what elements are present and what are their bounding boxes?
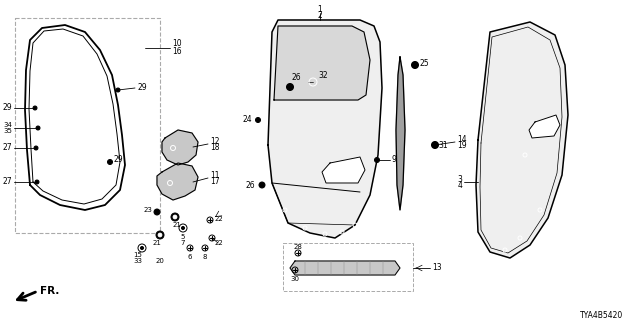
Text: 29: 29 (114, 156, 124, 164)
Text: 8: 8 (203, 254, 207, 260)
Polygon shape (322, 157, 365, 183)
Text: 7: 7 (180, 240, 185, 246)
Text: 22: 22 (215, 216, 224, 222)
Text: 22: 22 (215, 240, 224, 246)
Text: 6: 6 (188, 254, 192, 260)
Text: 26: 26 (245, 180, 255, 189)
Text: 20: 20 (156, 258, 165, 264)
Polygon shape (157, 163, 198, 200)
Text: 19: 19 (457, 140, 467, 149)
Circle shape (141, 246, 143, 250)
Polygon shape (290, 261, 400, 275)
Text: 34: 34 (3, 122, 12, 128)
Circle shape (287, 84, 294, 91)
Text: 23: 23 (143, 207, 152, 213)
Text: 3: 3 (457, 174, 462, 183)
Circle shape (173, 215, 177, 219)
Text: 27: 27 (3, 178, 12, 187)
Polygon shape (396, 57, 405, 210)
Text: 28: 28 (294, 244, 303, 250)
Text: 17: 17 (210, 177, 220, 186)
Circle shape (154, 209, 160, 215)
Text: 35: 35 (3, 128, 12, 134)
Text: 2: 2 (317, 12, 323, 20)
Circle shape (255, 117, 260, 123)
Text: 29: 29 (3, 103, 12, 113)
Circle shape (259, 182, 265, 188)
FancyBboxPatch shape (283, 243, 413, 291)
Text: 29: 29 (137, 84, 147, 92)
Circle shape (36, 126, 40, 130)
Text: 33: 33 (133, 258, 142, 264)
Circle shape (374, 157, 380, 163)
Polygon shape (529, 115, 560, 138)
Text: 12: 12 (210, 137, 220, 146)
Circle shape (33, 106, 37, 110)
Text: FR.: FR. (40, 286, 60, 296)
Circle shape (156, 231, 164, 239)
Text: 10: 10 (172, 39, 182, 49)
Text: TYA4B5420: TYA4B5420 (580, 310, 623, 319)
Text: 21: 21 (152, 240, 161, 246)
Text: 27: 27 (3, 143, 12, 153)
Circle shape (35, 180, 39, 184)
Circle shape (158, 233, 162, 237)
Text: 5: 5 (181, 234, 185, 240)
Text: 21: 21 (173, 222, 181, 228)
Circle shape (171, 213, 179, 221)
Text: 14: 14 (457, 134, 467, 143)
Text: 15: 15 (133, 252, 142, 258)
Text: 11: 11 (210, 171, 220, 180)
Polygon shape (162, 130, 198, 165)
Circle shape (412, 61, 419, 68)
Circle shape (34, 146, 38, 150)
Text: 16: 16 (172, 46, 182, 55)
Text: 24: 24 (243, 116, 252, 124)
Text: 32: 32 (318, 70, 328, 79)
Polygon shape (274, 26, 370, 100)
Circle shape (116, 88, 120, 92)
Text: 25: 25 (420, 59, 429, 68)
Text: 18: 18 (210, 142, 220, 151)
Circle shape (182, 227, 184, 229)
Text: 9: 9 (392, 156, 397, 164)
Text: 13: 13 (432, 263, 442, 273)
Circle shape (431, 141, 438, 148)
Text: 31: 31 (438, 140, 447, 149)
Text: 26: 26 (292, 74, 301, 83)
Polygon shape (476, 22, 568, 258)
Circle shape (108, 159, 113, 164)
Polygon shape (268, 20, 382, 238)
Text: 1: 1 (317, 5, 323, 14)
Text: 4: 4 (457, 180, 462, 189)
Text: 30: 30 (291, 276, 300, 282)
